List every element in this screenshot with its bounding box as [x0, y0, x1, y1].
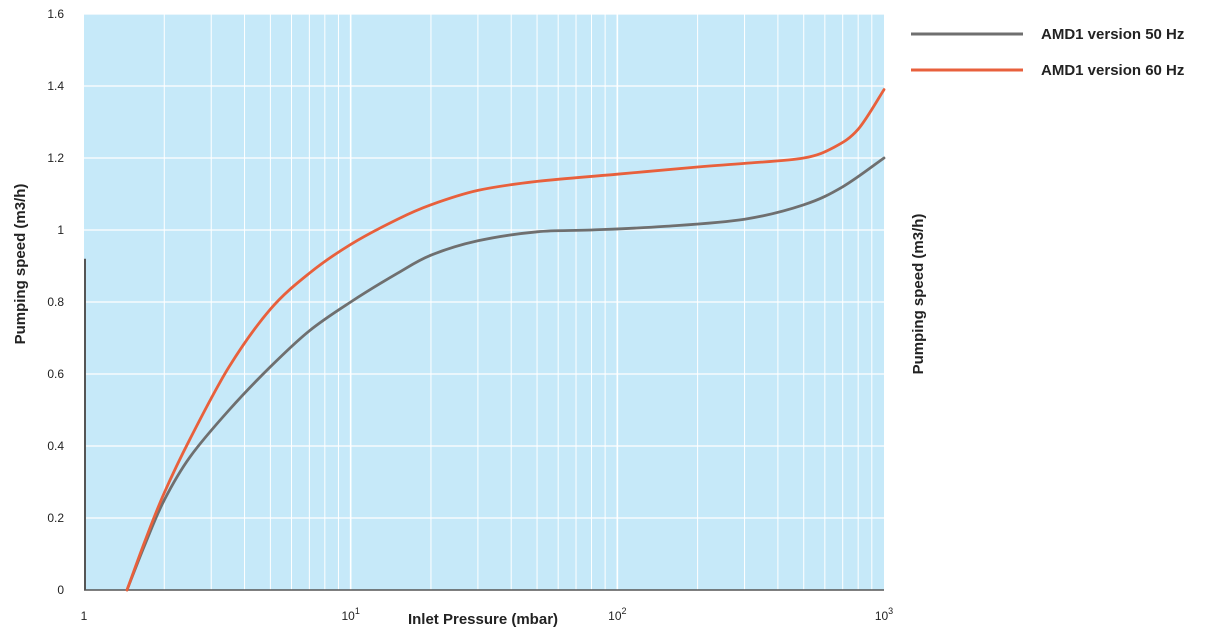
series-lines	[125, 88, 886, 592]
series-line-60hz	[125, 88, 886, 592]
x-tick-label: 101	[341, 606, 359, 623]
y-tick-label: 0.2	[47, 511, 64, 525]
y-tick-label: 1.4	[47, 79, 64, 93]
y-tick-labels: 0 0.2 0.4 0.6 0.8 1 1.2 1.4 1.6	[47, 7, 64, 597]
y-tick-label: 0	[57, 583, 64, 597]
legend-label-50hz: AMD1 version 50 Hz	[1041, 26, 1184, 43]
y-axis-label-right: Pumping speed (m3/h)	[910, 214, 927, 375]
legend: AMD1 version 50 Hz AMD1 version 60 Hz	[911, 26, 1184, 79]
y-axis-label: Pumping speed (m3/h)	[12, 184, 29, 345]
x-tick-label: 103	[875, 606, 893, 623]
series-line-50hz	[125, 156, 886, 592]
x-axis-label: Inlet Pressure (mbar)	[408, 611, 558, 628]
axes	[84, 258, 884, 591]
y-tick-label: 0.6	[47, 367, 64, 381]
x-tick-labels: 1 101 102 103	[81, 606, 894, 623]
y-tick-label: 0.4	[47, 439, 64, 453]
y-tick-label: 1.6	[47, 7, 64, 21]
x-tick-label: 102	[608, 606, 626, 623]
y-tick-label: 1	[57, 223, 64, 237]
x-tick-label: 1	[81, 609, 88, 623]
y-tick-label: 1.2	[47, 151, 64, 165]
legend-label-60hz: AMD1 version 60 Hz	[1041, 62, 1184, 79]
grid-lines	[84, 13, 884, 590]
y-tick-label: 0.8	[47, 295, 64, 309]
